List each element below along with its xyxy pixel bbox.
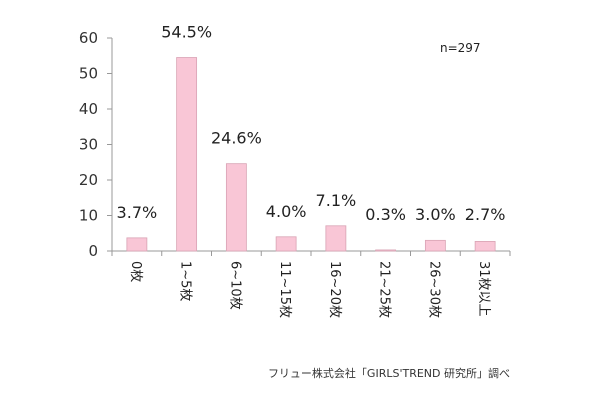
data-label: 3.7% [117, 203, 158, 222]
bar [275, 236, 297, 252]
data-label: 4.0% [266, 202, 307, 221]
bar [375, 249, 397, 252]
bar [176, 57, 198, 252]
category-label: 21~25枚 [377, 261, 392, 318]
category-label: 6~10枚 [227, 261, 242, 310]
category-label: 31枚以上 [476, 261, 491, 317]
category-labels: 0枚 1~5枚 6~10枚 11~15枚 16~20枚 21~25枚 26~30枚 31枚以上 [128, 261, 491, 318]
data-label: 7.1% [316, 191, 357, 210]
data-label: 24.6% [211, 129, 262, 148]
bar [474, 241, 496, 252]
y-tick-label: 50 [79, 65, 98, 83]
y-tick-label: 20 [79, 171, 98, 189]
data-labels: 3.7% 54.5% 24.6% 4.0% 7.1% 0.3% 3.0% 2.7% [117, 23, 506, 224]
sample-size-note: n=297 [440, 41, 481, 55]
category-label: 11~15枚 [277, 261, 292, 318]
category-label: 0枚 [128, 261, 143, 282]
bars [126, 57, 496, 252]
data-label: 3.0% [415, 205, 456, 224]
category-label: 16~20枚 [327, 261, 342, 318]
y-tick-label: 60 [79, 29, 98, 47]
category-label: 1~5枚 [178, 261, 193, 301]
y-tick-label: 0 [88, 242, 98, 260]
data-label: 2.7% [465, 205, 506, 224]
y-axis: 0 10 20 30 40 50 60 [79, 29, 113, 260]
data-label: 0.3% [365, 205, 406, 224]
y-tick-label: 30 [79, 136, 98, 154]
y-tick-label: 10 [79, 207, 98, 225]
bar [424, 239, 446, 252]
x-axis [111, 250, 511, 256]
bar [225, 163, 247, 252]
data-label: 54.5% [161, 23, 212, 42]
y-tick-label: 40 [79, 100, 98, 118]
source-note: フリュー株式会社「GIRLS'TREND 研究所」調べ [268, 366, 510, 380]
category-label: 26~30枚 [426, 261, 441, 318]
bar [325, 225, 347, 252]
bar [126, 237, 148, 252]
